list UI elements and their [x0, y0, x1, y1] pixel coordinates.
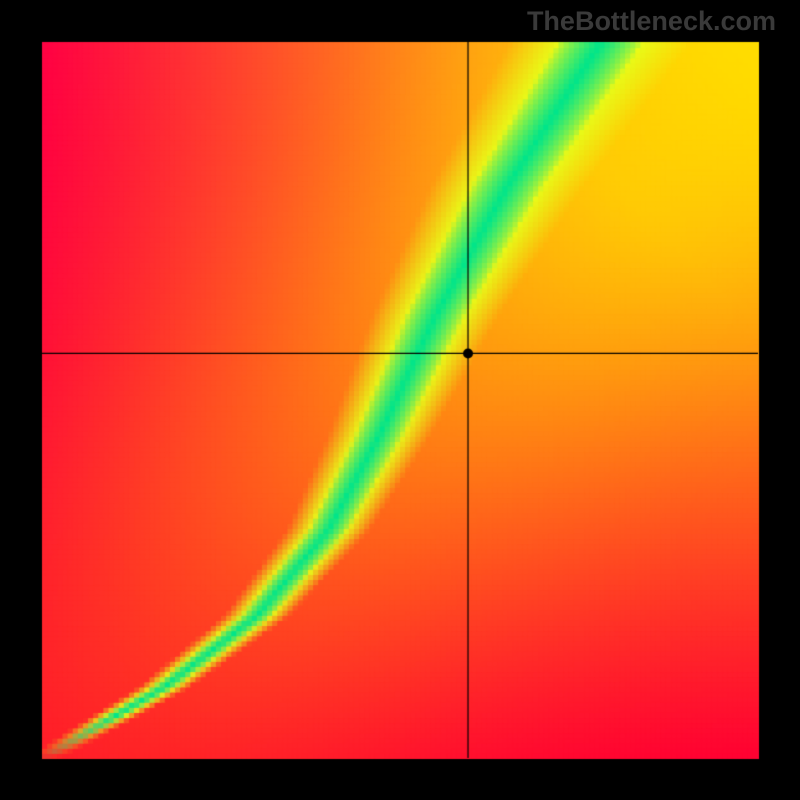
watermark-label: TheBottleneck.com — [527, 6, 776, 37]
heatmap-canvas — [0, 0, 800, 800]
chart-container: TheBottleneck.com — [0, 0, 800, 800]
